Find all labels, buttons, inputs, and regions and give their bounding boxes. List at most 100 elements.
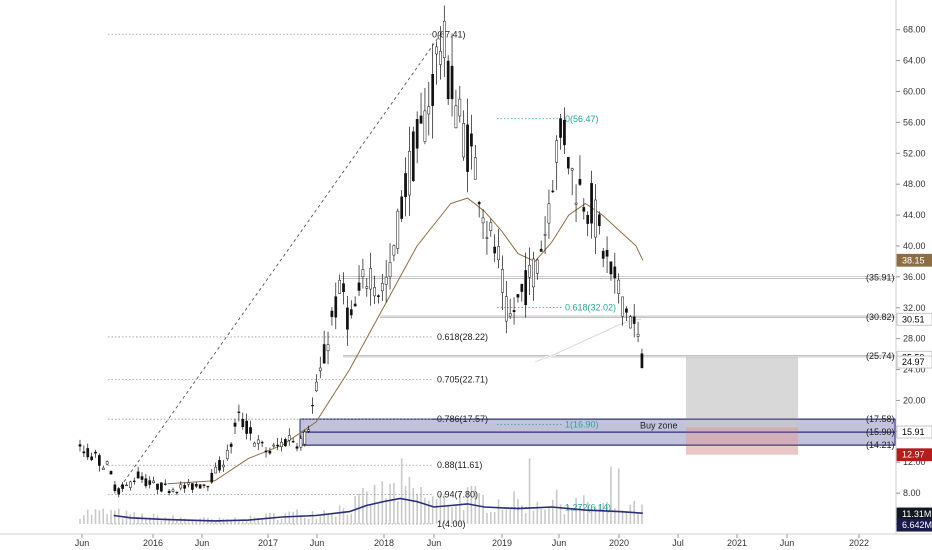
candle-body xyxy=(384,276,388,285)
volume-bar xyxy=(276,519,279,524)
candle-body xyxy=(303,431,307,445)
candle-body xyxy=(373,287,376,297)
candle-body xyxy=(597,214,601,227)
volume-bar xyxy=(338,505,341,524)
volume-bar xyxy=(579,505,581,524)
candle-body xyxy=(377,295,380,297)
candle-body xyxy=(299,438,303,448)
volume-bar xyxy=(187,519,190,524)
volume-bar xyxy=(521,505,523,524)
candle-body xyxy=(101,467,105,470)
candle-body xyxy=(90,456,93,460)
candle-body xyxy=(284,439,287,447)
volume-bar xyxy=(435,499,438,524)
candle-body xyxy=(330,310,334,318)
volume-bar xyxy=(307,519,310,524)
y-tick-label: 68.00 xyxy=(903,25,926,35)
price-badge-label: 6.642M xyxy=(902,520,932,530)
volume-bar xyxy=(482,494,484,524)
candle-body xyxy=(528,264,531,278)
level-label: (15.90) xyxy=(866,427,895,437)
candle-body xyxy=(361,269,365,278)
candle-body xyxy=(353,303,357,307)
volume-bar xyxy=(106,514,108,524)
y-tick-label: 64.00 xyxy=(903,56,926,66)
volume-bar xyxy=(323,510,325,524)
volume-bar xyxy=(412,487,415,524)
price-badge xyxy=(896,253,932,267)
candle-body xyxy=(179,484,183,489)
candle-body xyxy=(260,441,264,444)
volume-bar xyxy=(617,468,620,524)
fib-minor-label: 1(16.90) xyxy=(565,419,599,429)
y-tick-label: 48.00 xyxy=(903,179,926,189)
candle-body xyxy=(408,150,411,196)
y-axis[interactable]: 68.00 64.00 60.00 56.00 52.00 48.00 44.00 40.00… xyxy=(896,25,926,529)
x-tick-label: 2019 xyxy=(492,538,512,548)
candle-body xyxy=(229,443,233,447)
volume-bar xyxy=(466,487,469,524)
candle-body xyxy=(233,422,237,427)
volume-bar xyxy=(199,518,201,524)
volume-bar xyxy=(590,508,593,524)
y-tick-label: 52.00 xyxy=(903,148,926,158)
volume-bar xyxy=(528,458,531,524)
volume-bar xyxy=(168,518,170,524)
grid xyxy=(0,0,932,535)
volume-bar xyxy=(179,517,182,524)
volume-bar xyxy=(90,514,93,524)
candle-body xyxy=(132,480,136,483)
fib-minor-label: 1.272(6.14) xyxy=(565,502,611,512)
candle-body xyxy=(559,118,562,138)
candle-body xyxy=(326,344,330,352)
volume-bar xyxy=(548,506,550,524)
volume-bar xyxy=(284,513,287,524)
candle-body xyxy=(369,268,373,290)
x-tick-label: Jun xyxy=(310,538,325,548)
fib-major-label: 1(4.00) xyxy=(437,519,466,529)
volume-bar xyxy=(458,493,461,524)
candle-body xyxy=(183,485,186,489)
y-tick-label: 20.00 xyxy=(903,395,926,405)
candle-body xyxy=(524,270,528,306)
candle-body xyxy=(156,483,159,490)
volume-bar xyxy=(226,519,229,524)
candle-body xyxy=(276,444,280,447)
candle-body xyxy=(586,214,590,224)
candle-body xyxy=(458,98,462,117)
volume-bar xyxy=(148,517,151,524)
fib-major-label: 0.705(22.71) xyxy=(437,375,488,385)
candle-body xyxy=(566,156,570,169)
fib-major-label: 0.88(11.61) xyxy=(437,460,482,470)
volume-bar xyxy=(400,458,403,524)
volume-bar xyxy=(637,513,639,524)
volume-bar xyxy=(230,520,232,524)
x-axis[interactable]: Jun 2016 Jun 2017 Jun 2018 Jun 2019 Jun 2020 Jul 20… xyxy=(75,534,869,548)
candle-body xyxy=(419,115,423,124)
volume-bar xyxy=(342,508,345,524)
price-badge xyxy=(896,355,932,369)
x-tick-label: Jun xyxy=(75,538,90,548)
candle-body xyxy=(291,440,295,443)
x-tick-label: 2021 xyxy=(727,538,747,548)
volume-bar xyxy=(183,518,186,524)
candle-body xyxy=(206,485,210,488)
candle-body xyxy=(617,279,621,294)
price-badges: 38.1530.5125.5924.9715.9112.9711.31M6.64… xyxy=(896,253,932,532)
volume-bar xyxy=(245,520,248,524)
candle-body xyxy=(446,60,450,100)
candle-body xyxy=(380,283,384,292)
volume-bar xyxy=(385,498,387,524)
candle-body xyxy=(249,427,252,434)
volume-bar xyxy=(288,511,291,524)
candle-body xyxy=(98,455,101,466)
price-badge-label: 38.15 xyxy=(902,255,925,265)
volume-bar xyxy=(160,520,163,524)
price-badge xyxy=(896,448,932,462)
candle-body xyxy=(175,491,179,494)
price-badge xyxy=(896,425,932,439)
candle-body xyxy=(493,246,497,254)
candle-body xyxy=(109,471,113,475)
y-tick-label: 28.00 xyxy=(903,334,926,344)
